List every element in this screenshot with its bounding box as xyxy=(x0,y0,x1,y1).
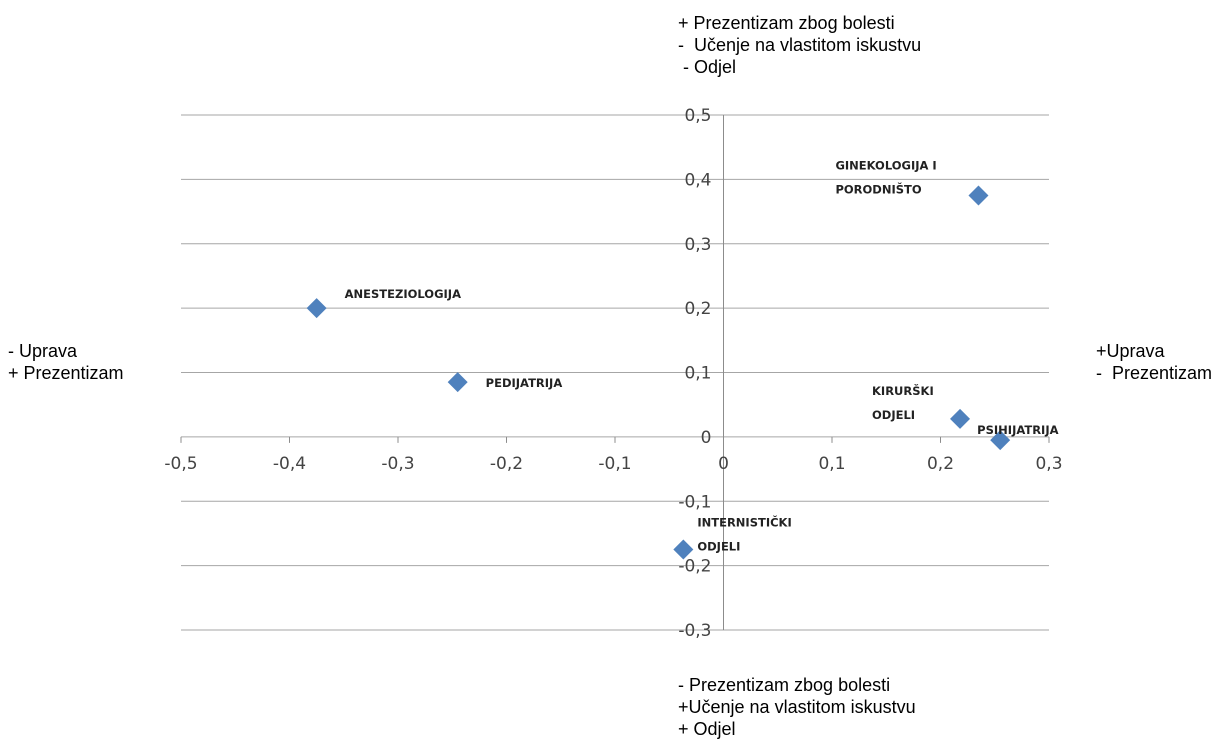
data-point-marker xyxy=(990,430,1011,451)
top-caption-line: + Prezentizam zbog bolesti xyxy=(678,13,895,33)
left-axis-caption: - Uprava + Prezentizam xyxy=(8,340,124,384)
data-point-label: PEDIJATRIJA xyxy=(486,376,563,390)
data-point-marker xyxy=(447,372,468,393)
data-point-marker xyxy=(673,539,694,560)
x-tick-label: 0 xyxy=(718,454,729,474)
y-tick-label: -0,1 xyxy=(678,492,711,512)
x-tick-label: -0,5 xyxy=(164,454,197,474)
y-tick-label: 0,4 xyxy=(684,170,711,190)
right-caption-line: +Uprava xyxy=(1096,341,1165,361)
data-point-marker xyxy=(968,185,989,206)
y-tick-label: -0,2 xyxy=(678,557,711,577)
right-caption-line: - Prezentizam xyxy=(1096,363,1213,383)
right-axis-caption: +Uprava - Prezentizam xyxy=(1096,340,1212,384)
y-tick-label: 0,3 xyxy=(684,235,711,255)
top-caption-line: - Odjel xyxy=(678,57,737,77)
data-point-label: INTERNISTIČKI xyxy=(697,515,791,530)
x-tick-label: -0,3 xyxy=(381,454,414,474)
data-point-label: PSIHIJATRIJA xyxy=(977,423,1058,437)
bottom-axis-caption: - Prezentizam zbog bolesti +Učenje na vl… xyxy=(678,674,916,740)
x-tick-label: -0,2 xyxy=(490,454,523,474)
top-caption-line: - Učenje na vlastitom iskustvu xyxy=(678,35,922,55)
x-tick-label: -0,1 xyxy=(598,454,631,474)
left-caption-line: - Uprava xyxy=(8,341,78,361)
x-tick-label: 0,2 xyxy=(927,454,954,474)
data-point-label: KIRURŠKI xyxy=(872,383,934,398)
top-axis-caption: + Prezentizam zbog bolesti - Učenje na v… xyxy=(678,12,921,78)
data-point-marker xyxy=(306,298,327,319)
x-tick-label: 0,1 xyxy=(818,454,845,474)
bottom-caption-line: - Prezentizam zbog bolesti xyxy=(678,675,891,695)
x-tick-label: -0,4 xyxy=(273,454,306,474)
data-point-label: PORODNIŠTO xyxy=(835,181,921,196)
data-point-label: ODJELI xyxy=(697,540,740,554)
data-point-label: ANESTEZIOLOGIJA xyxy=(345,287,461,301)
left-caption-line: + Prezentizam xyxy=(8,363,124,383)
x-tick-label: 0,3 xyxy=(1035,454,1062,474)
y-tick-label: 0,5 xyxy=(684,106,711,126)
y-tick-label: 0 xyxy=(701,428,712,448)
data-point-label: ODJELI xyxy=(872,408,915,422)
y-tick-label: 0,2 xyxy=(684,299,711,319)
bottom-caption-line: +Učenje na vlastitom iskustvu xyxy=(678,697,916,717)
y-tick-label: -0,3 xyxy=(678,621,711,641)
bottom-caption-line: + Odjel xyxy=(678,719,736,739)
data-point-label: GINEKOLOGIJA I xyxy=(835,158,936,172)
y-tick-label: 0,1 xyxy=(684,364,711,384)
data-point-marker xyxy=(950,408,971,429)
